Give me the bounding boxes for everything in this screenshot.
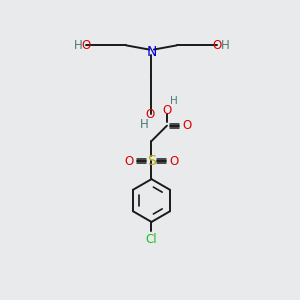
Text: O: O bbox=[82, 39, 91, 52]
Text: H: H bbox=[74, 39, 82, 52]
Text: O: O bbox=[146, 108, 154, 121]
Text: Cl: Cl bbox=[146, 233, 157, 246]
Text: N: N bbox=[146, 45, 157, 59]
Text: O: O bbox=[212, 39, 221, 52]
Text: H: H bbox=[140, 118, 148, 131]
Text: O: O bbox=[162, 104, 172, 117]
Text: O: O bbox=[169, 155, 179, 168]
Text: H: H bbox=[169, 96, 177, 106]
Text: H: H bbox=[221, 39, 230, 52]
Text: O: O bbox=[124, 155, 134, 168]
Text: S: S bbox=[147, 154, 156, 168]
Text: O: O bbox=[182, 119, 191, 132]
